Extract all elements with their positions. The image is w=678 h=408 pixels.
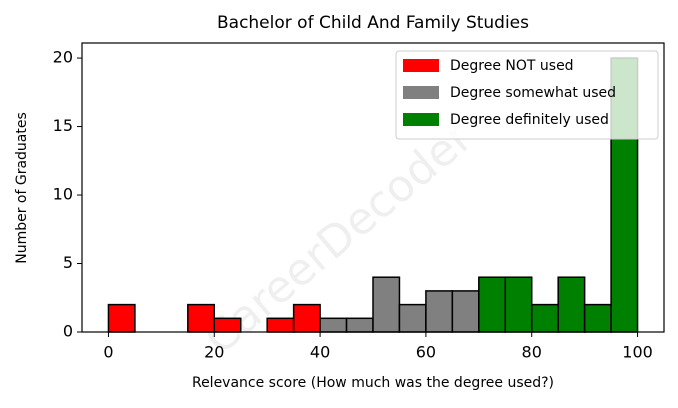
y-tick-label: 0 [63, 322, 73, 341]
y-tick-label: 5 [63, 253, 73, 272]
x-tick-label: 80 [522, 343, 542, 362]
y-axis-label: Number of Graduates [14, 112, 30, 264]
y-tick-label: 20 [53, 48, 73, 67]
bar [557, 276, 586, 333]
x-tick-label: 60 [416, 343, 436, 362]
bar [398, 303, 427, 333]
y-tick-label: 15 [53, 116, 73, 135]
bar [478, 276, 507, 333]
legend-swatch [403, 113, 439, 126]
legend-label: Degree NOT used [450, 58, 574, 74]
chart-title: Bachelor of Child And Family Studies [217, 13, 529, 33]
bar [213, 317, 242, 333]
x-tick-label: 100 [622, 343, 653, 362]
bar [504, 276, 533, 333]
x-axis-label: Relevance score (How much was the degree… [192, 375, 554, 391]
bar [107, 303, 136, 333]
bar [187, 303, 216, 333]
legend-box [395, 50, 659, 140]
y-tick-label: 10 [53, 185, 73, 204]
bar [319, 317, 348, 333]
legend-label: Degree definitely used [450, 112, 609, 128]
bar [425, 290, 454, 333]
plot-frame [81, 42, 665, 333]
bar [292, 303, 321, 333]
bar [583, 303, 612, 333]
bar [451, 290, 480, 333]
x-tick-label: 0 [103, 343, 113, 362]
bar [372, 276, 401, 333]
bar [266, 317, 295, 333]
x-tick-label: 40 [310, 343, 330, 362]
x-tick-label: 20 [204, 343, 224, 362]
legend-swatch [403, 86, 439, 99]
bar [530, 303, 559, 333]
bar [345, 317, 374, 333]
legend: Degree NOT used Degree somewhat used Degre… [395, 50, 659, 140]
legend-swatch [403, 59, 439, 72]
legend-label: Degree somewhat used [450, 85, 616, 101]
